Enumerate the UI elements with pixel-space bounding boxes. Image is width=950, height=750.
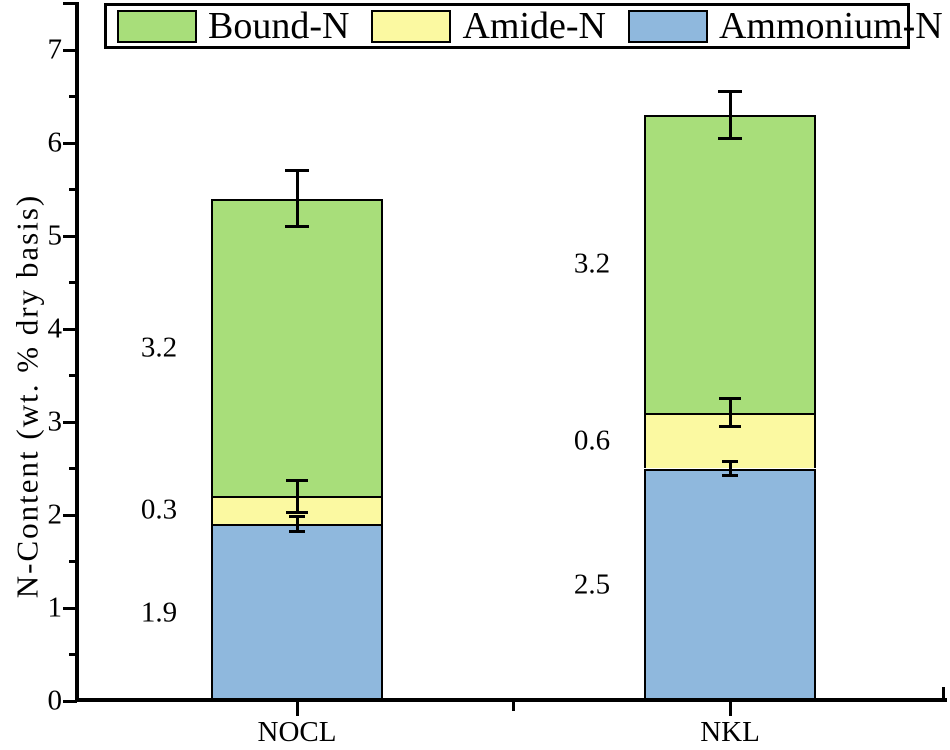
- error-bar-cap-bottom-bound-n-nkl: [718, 136, 742, 140]
- y-minor-tick: [63, 2, 77, 5]
- y-axis-title: N-Content (wt. % dry basis): [9, 193, 45, 599]
- y-major-tick-4: [63, 327, 77, 331]
- legend-label-ammonium-n: Ammonium-N: [718, 5, 943, 47]
- bar-segment-bound-n-nocl: [211, 198, 383, 497]
- x-axis-end-tick: [942, 687, 945, 701]
- y-tick-label-6: 6: [47, 126, 63, 159]
- x-category-label-nkl: NKL: [700, 716, 760, 748]
- y-tick-label-7: 7: [47, 33, 63, 66]
- legend-label-bound-n: Bound-N: [208, 5, 350, 47]
- y-major-tick-3: [63, 420, 77, 424]
- error-bar-amide-n-nkl: [728, 398, 732, 427]
- y-major-tick-5: [63, 234, 77, 238]
- y-major-tick-1: [63, 606, 77, 610]
- y-minor-tick: [69, 281, 77, 284]
- error-bar-cap-top-ammonium-n-nocl: [289, 515, 305, 519]
- y-minor-tick: [69, 560, 77, 563]
- x-major-tick-nocl: [295, 702, 299, 716]
- y-minor-tick: [69, 653, 77, 656]
- y-major-tick-0: [63, 699, 77, 703]
- y-tick-label-4: 4: [47, 312, 63, 345]
- error-bar-ammonium-n-nkl: [728, 461, 732, 476]
- value-label-ammonium-n-nkl: 2.5: [573, 568, 611, 601]
- error-bar-amide-n-nocl: [295, 480, 299, 513]
- y-minor-tick: [69, 95, 77, 98]
- error-bar-cap-bottom-ammonium-n-nocl: [289, 530, 305, 534]
- legend-swatch-icon-bound-n: [117, 9, 197, 43]
- error-bar-ammonium-n-nocl: [295, 516, 299, 532]
- x-axis-line: [75, 698, 947, 702]
- legend-label-amide-n: Amide-N: [462, 5, 606, 47]
- x-major-tick-nkl: [728, 702, 732, 716]
- y-minor-tick: [69, 374, 77, 377]
- value-label-amide-n-nocl: 0.3: [140, 493, 178, 526]
- legend-swatch-icon-ammonium-n: [627, 9, 708, 43]
- y-tick-label-3: 3: [47, 405, 63, 438]
- error-bar-bound-n-nkl: [728, 91, 732, 139]
- legend-item-amide-n: Amide-N: [371, 7, 606, 45]
- y-major-tick-7: [63, 48, 77, 52]
- x-category-label-nocl: NOCL: [257, 716, 337, 748]
- error-bar-cap-top-bound-n-nocl: [285, 169, 309, 173]
- y-tick-label-0: 0: [47, 684, 63, 717]
- error-bar-cap-top-ammonium-n-nkl: [722, 459, 738, 463]
- error-bar-cap-bottom-amide-n-nocl: [286, 510, 308, 514]
- y-tick-label-1: 1: [47, 591, 63, 624]
- legend: Bound-N Amide-N Ammonium-N: [104, 3, 943, 49]
- legend-item-bound-n: Bound-N: [117, 7, 349, 45]
- bar-segment-bound-n-nkl: [644, 115, 816, 413]
- error-bar-bound-n-nocl: [295, 170, 299, 227]
- bar-segment-ammonium-n-nkl: [644, 468, 816, 701]
- error-bar-cap-bottom-amide-n-nkl: [719, 425, 741, 429]
- value-label-ammonium-n-nocl: 1.9: [140, 596, 178, 629]
- y-tick-label-2: 2: [47, 498, 63, 531]
- error-bar-cap-bottom-ammonium-n-nkl: [722, 474, 738, 478]
- legend-swatch-icon-amide-n: [371, 9, 452, 43]
- value-label-amide-n-nkl: 0.6: [573, 424, 611, 457]
- error-bar-cap-top-bound-n-nkl: [718, 90, 742, 94]
- y-minor-tick: [69, 467, 77, 470]
- value-label-bound-n-nocl: 3.2: [140, 331, 178, 364]
- error-bar-cap-top-amide-n-nocl: [286, 479, 308, 483]
- legend-item-ammonium-n: Ammonium-N: [627, 5, 943, 47]
- y-minor-tick: [69, 188, 77, 191]
- error-bar-cap-top-amide-n-nkl: [719, 397, 741, 401]
- x-boundary-tick: [512, 702, 515, 711]
- y-tick-label-5: 5: [47, 219, 63, 252]
- y-major-tick-2: [63, 513, 77, 517]
- y-major-tick-6: [63, 141, 77, 145]
- error-bar-cap-bottom-bound-n-nocl: [285, 225, 309, 229]
- y-axis-line: [75, 2, 79, 702]
- value-label-bound-n-nkl: 3.2: [573, 247, 611, 280]
- bar-segment-ammonium-n-nocl: [211, 524, 383, 701]
